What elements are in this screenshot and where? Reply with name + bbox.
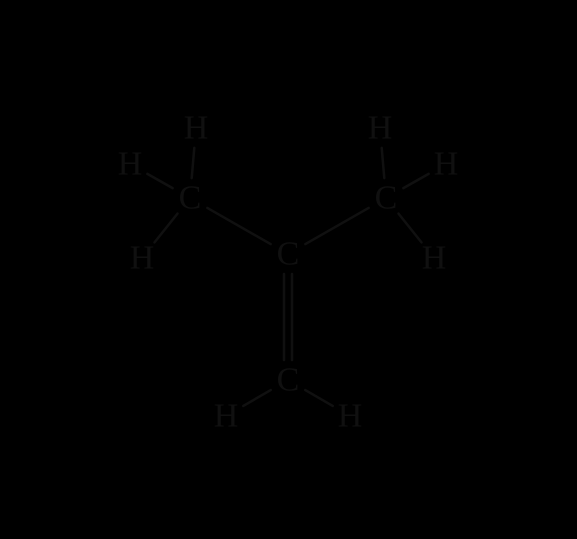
atom-label: H bbox=[184, 110, 209, 147]
atom-label: C bbox=[375, 180, 398, 217]
atom-label: H bbox=[118, 146, 143, 183]
bond-line bbox=[398, 214, 421, 243]
bond-line bbox=[207, 208, 270, 244]
bond-line bbox=[192, 148, 195, 178]
atom-label: H bbox=[422, 240, 447, 277]
atom-label: H bbox=[130, 240, 155, 277]
atom-label: H bbox=[434, 146, 459, 183]
bond-line bbox=[305, 208, 368, 244]
bond-line bbox=[403, 174, 428, 188]
molecule-diagram: CCCCHHHHHHHH bbox=[0, 0, 577, 539]
atom-label: H bbox=[338, 398, 363, 435]
bond-line bbox=[305, 390, 332, 406]
bond-line bbox=[243, 390, 270, 406]
atom-label: H bbox=[214, 398, 239, 435]
atom-label: C bbox=[179, 180, 202, 217]
atom-label: C bbox=[277, 362, 300, 399]
atom-label: H bbox=[368, 110, 393, 147]
atom-label: C bbox=[277, 236, 300, 273]
bond-line bbox=[147, 174, 172, 188]
bond-line bbox=[154, 214, 177, 243]
bond-line bbox=[382, 148, 385, 178]
